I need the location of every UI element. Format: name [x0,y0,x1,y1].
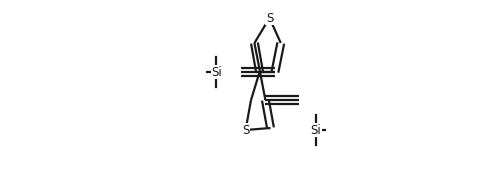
Text: Si: Si [310,123,321,136]
Text: S: S [266,11,273,24]
Text: S: S [242,123,249,136]
Text: Si: Si [211,65,222,78]
